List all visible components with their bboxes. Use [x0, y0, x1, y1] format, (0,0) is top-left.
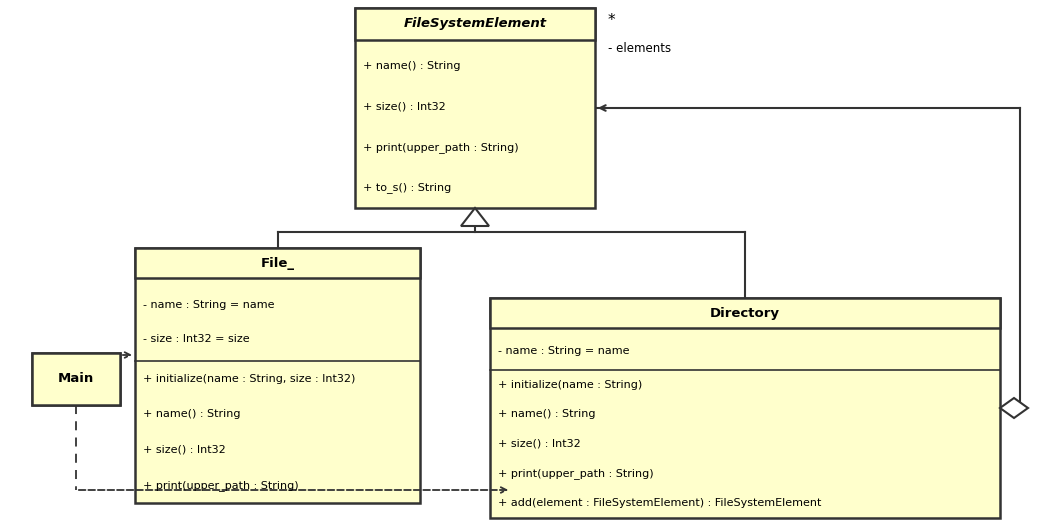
- Bar: [490, 298, 1000, 518]
- Text: + size() : Int32: + size() : Int32: [364, 102, 446, 112]
- Text: + name() : String: + name() : String: [144, 409, 241, 419]
- Text: + name() : String: + name() : String: [499, 409, 596, 419]
- Bar: [490, 298, 1000, 328]
- Bar: [32, 353, 120, 405]
- Bar: [32, 353, 120, 405]
- Text: - elements: - elements: [608, 42, 671, 55]
- Text: - name : String = name: - name : String = name: [499, 346, 630, 356]
- Text: *: *: [608, 13, 615, 29]
- Text: + print(upper_path : String): + print(upper_path : String): [499, 468, 654, 479]
- Text: + print(upper_path : String): + print(upper_path : String): [364, 142, 519, 153]
- Text: File_: File_: [260, 257, 295, 269]
- Text: + size() : Int32: + size() : Int32: [144, 445, 226, 455]
- Text: + to_s() : String: + to_s() : String: [364, 182, 451, 193]
- Bar: [135, 248, 420, 278]
- Text: + name() : String: + name() : String: [364, 61, 461, 71]
- Bar: [355, 8, 595, 40]
- Text: Main: Main: [58, 372, 94, 385]
- Text: + size() : Int32: + size() : Int32: [499, 439, 581, 449]
- Text: + initialize(name : String): + initialize(name : String): [499, 380, 643, 390]
- Bar: [135, 248, 420, 503]
- Text: - size : Int32 = size: - size : Int32 = size: [144, 334, 251, 344]
- Text: FileSystemElement: FileSystemElement: [404, 17, 546, 31]
- Polygon shape: [461, 208, 489, 226]
- Polygon shape: [1000, 398, 1028, 418]
- Text: - name : String = name: - name : String = name: [144, 300, 275, 310]
- Text: Directory: Directory: [710, 306, 780, 319]
- Bar: [355, 8, 595, 208]
- Text: + add(element : FileSystemElement) : FileSystemElement: + add(element : FileSystemElement) : Fil…: [499, 498, 822, 508]
- Text: + initialize(name : String, size : Int32): + initialize(name : String, size : Int32…: [144, 374, 356, 384]
- Text: + print(upper_path : String): + print(upper_path : String): [144, 480, 299, 491]
